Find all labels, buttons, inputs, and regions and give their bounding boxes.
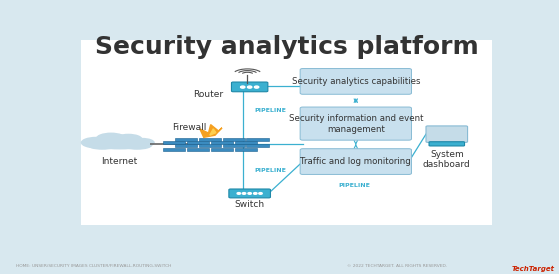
Circle shape [240, 86, 245, 88]
Text: Internet: Internet [102, 157, 138, 166]
FancyBboxPatch shape [80, 40, 492, 225]
Bar [247, 144, 268, 147]
Ellipse shape [122, 141, 152, 150]
Text: PIPELINE: PIPELINE [254, 168, 286, 173]
Polygon shape [210, 129, 216, 135]
FancyBboxPatch shape [300, 149, 411, 175]
Text: Security analytics capabilities: Security analytics capabilities [292, 77, 420, 86]
Bar [163, 141, 185, 144]
Circle shape [259, 193, 262, 194]
Bar [235, 148, 257, 151]
Text: Switch: Switch [235, 200, 265, 209]
Circle shape [237, 193, 240, 194]
FancyBboxPatch shape [231, 82, 268, 92]
FancyBboxPatch shape [300, 107, 411, 140]
Ellipse shape [87, 141, 117, 150]
Text: PIPELINE: PIPELINE [254, 108, 286, 113]
Polygon shape [200, 125, 222, 137]
FancyBboxPatch shape [300, 68, 411, 94]
Text: Router: Router [193, 90, 224, 99]
FancyBboxPatch shape [229, 189, 271, 198]
Bar [222, 144, 245, 147]
Circle shape [242, 193, 246, 194]
Bar [175, 144, 197, 147]
Ellipse shape [92, 140, 148, 149]
Text: Security information and event
management: Security information and event managemen… [288, 113, 423, 134]
Text: System
dashboard: System dashboard [423, 150, 471, 169]
Bar [222, 138, 245, 141]
FancyBboxPatch shape [429, 142, 465, 146]
Ellipse shape [130, 138, 155, 147]
Text: PIPELINE: PIPELINE [339, 183, 371, 188]
Bar [187, 148, 209, 151]
Text: Traffic and log monitoring: Traffic and log monitoring [300, 157, 411, 166]
Bar [211, 141, 233, 144]
Bar [199, 144, 221, 147]
Circle shape [248, 86, 252, 88]
Bar [235, 141, 257, 144]
Bar [175, 138, 197, 141]
Ellipse shape [80, 137, 111, 149]
Bar [163, 148, 185, 151]
Text: HOME: UNSER/SECURITY IMAGES CLUSTER/FIREWALL-ROUTING-SWITCH: HOME: UNSER/SECURITY IMAGES CLUSTER/FIRE… [16, 264, 171, 268]
FancyBboxPatch shape [426, 126, 467, 142]
Circle shape [254, 193, 257, 194]
Bar [199, 138, 221, 141]
Bar [247, 138, 268, 141]
Text: Firewall: Firewall [172, 123, 206, 132]
Text: TechTarget: TechTarget [511, 266, 555, 272]
Text: © 2022 TECHTARGET. ALL RIGHTS RESERVED.: © 2022 TECHTARGET. ALL RIGHTS RESERVED. [347, 264, 447, 268]
Ellipse shape [96, 133, 126, 144]
Text: Security analytics platform: Security analytics platform [94, 35, 479, 59]
Ellipse shape [114, 134, 143, 144]
Circle shape [248, 193, 252, 194]
Bar [211, 148, 233, 151]
Bar [187, 141, 209, 144]
Circle shape [254, 86, 259, 88]
